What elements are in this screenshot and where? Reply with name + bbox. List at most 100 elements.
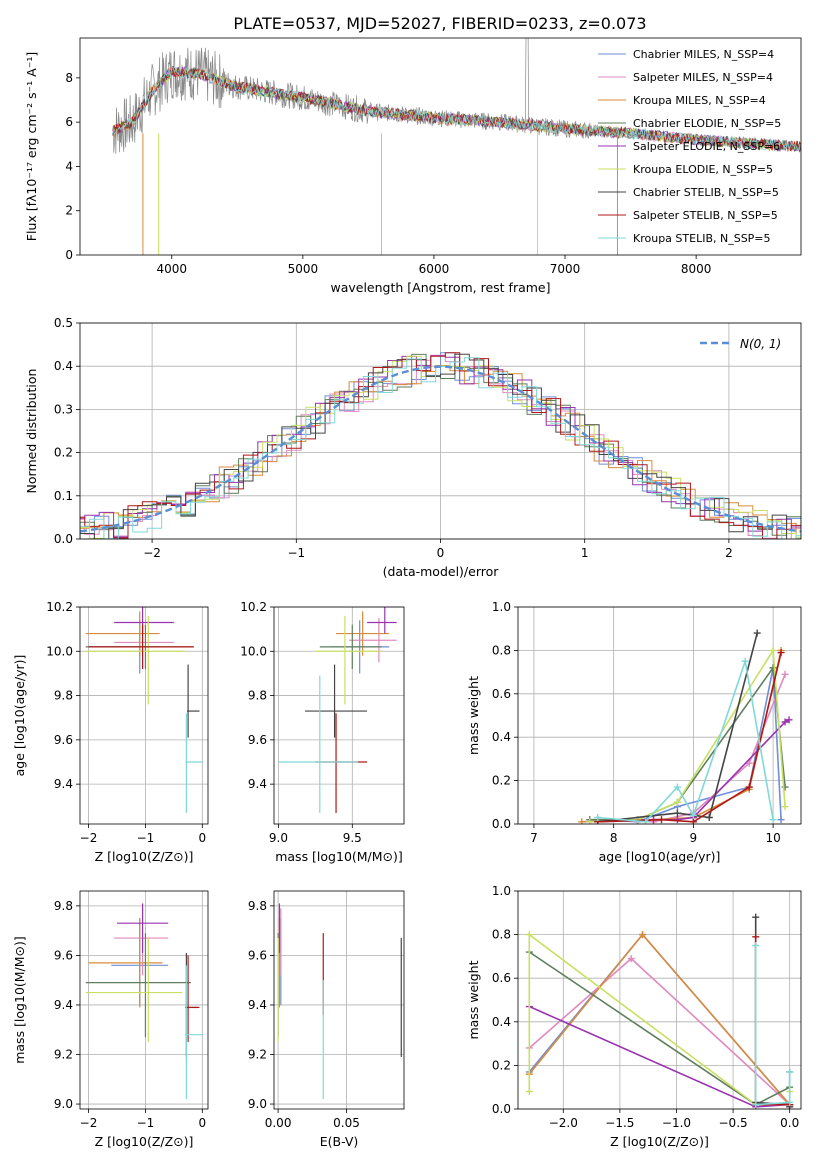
weight-marker	[781, 670, 789, 678]
y-tick-label: 0.6	[492, 971, 511, 985]
weight-vs-Z-plot	[525, 913, 794, 1109]
histogram-k-stelib	[80, 357, 801, 539]
weight-marker	[689, 818, 697, 824]
y-tick-label: 0.1	[54, 489, 73, 503]
y-tick-label: 0.8	[492, 928, 511, 942]
y-tick-label: 0.6	[492, 687, 511, 701]
weight-marker	[752, 913, 760, 921]
weight-marker	[673, 783, 681, 791]
legend-label: Kroupa MILES, N_SSP=4	[633, 94, 766, 107]
y-tick-label: 10.2	[240, 600, 267, 614]
y-tick-label: 0.5	[54, 316, 73, 330]
y-tick-label: 0.0	[492, 817, 511, 831]
weight-line-c-elodie	[528, 951, 791, 1106]
weight-marker	[777, 816, 785, 824]
y-tick-label: 9.8	[54, 689, 73, 703]
x-axis-label: Z [log10(Z/Z⊙)]	[610, 1134, 709, 1149]
weight-marker	[657, 816, 665, 824]
y-axis-label: age [log10(age/yr)]	[12, 655, 27, 777]
y-tick-label: 0.2	[492, 774, 511, 788]
weight-marker	[594, 813, 602, 821]
y-tick-label: 4	[65, 159, 73, 173]
x-tick-label: 5000	[288, 262, 319, 276]
normal-curve	[80, 365, 801, 533]
weight-line-c-miles	[597, 667, 782, 823]
y-tick-label: 10.0	[240, 644, 267, 658]
y-tick-label: 0.2	[492, 1058, 511, 1072]
y-tick-label: 0.2	[54, 446, 73, 460]
weight-marker	[689, 811, 697, 819]
weight-marker	[586, 818, 594, 824]
weight-marker	[642, 818, 650, 824]
y-axis-label: mass [log10(M/M⊙)]	[12, 936, 27, 1064]
y-axis-label: mass weight	[466, 676, 481, 755]
y-tick-label: 9.4	[248, 777, 267, 791]
weight-marker	[769, 664, 777, 672]
spectrum-plot	[112, 38, 801, 255]
legend-label: Chabrier ELODIE, N_SSP=5	[633, 117, 781, 130]
age-vs-Z-plot	[85, 607, 204, 813]
y-tick-label: 9.6	[248, 948, 267, 962]
legend-label: Salpeter ELODIE, N_SSP=6	[633, 140, 780, 153]
y-tick-label: 8	[65, 71, 73, 85]
weight-marker	[752, 933, 760, 941]
axes-frame	[273, 606, 405, 825]
x-tick-label: −1	[287, 546, 305, 560]
weight-marker	[752, 1101, 760, 1109]
histogram-c-stelib	[80, 353, 801, 539]
x-tick-label: −1.0	[662, 1116, 691, 1130]
legend-label: Salpeter STELIB, N_SSP=5	[633, 209, 778, 222]
weight-line-k-elodie	[589, 647, 786, 823]
x-tick-label: 0	[198, 831, 206, 845]
x-tick-label: 7	[530, 831, 538, 845]
axes-frame	[79, 890, 209, 1110]
x-tick-label: −2	[80, 1116, 98, 1130]
y-tick-label: 9.4	[54, 998, 73, 1012]
x-axis-label: age [log10(age/yr)]	[599, 849, 721, 864]
x-axis-label: wavelength [Angstrom, rest frame]	[330, 280, 550, 295]
weight-marker	[785, 716, 793, 724]
x-tick-label: −0.5	[719, 1116, 748, 1130]
y-tick-label: 6	[65, 115, 73, 129]
weight-marker	[525, 1088, 533, 1096]
x-tick-label: 9.5	[343, 831, 362, 845]
x-tick-label: 0.0	[780, 1116, 799, 1130]
y-tick-label: 9.6	[54, 948, 73, 962]
weight-line-k-stelib	[597, 661, 774, 823]
y-tick-label: 9.2	[248, 1048, 267, 1062]
axes-frame	[79, 606, 209, 825]
mass-vs-EBV-plot	[277, 903, 402, 1100]
weight-marker	[781, 803, 789, 811]
weight-marker	[745, 759, 753, 767]
y-tick-label: 2	[65, 204, 73, 218]
weight-marker	[745, 783, 753, 791]
y-tick-label: 0	[65, 248, 73, 262]
y-tick-label: 0.0	[492, 1102, 511, 1116]
x-tick-label: −2	[80, 831, 98, 845]
y-tick-label: 9.4	[54, 777, 73, 791]
y-tick-label: 9.8	[54, 899, 73, 913]
weight-marker	[673, 816, 681, 824]
weight-marker	[781, 783, 789, 791]
y-tick-label: 0.0	[54, 532, 73, 546]
histogram-s-stelib	[80, 352, 801, 539]
weight-marker	[673, 798, 681, 806]
figure-title: PLATE=0537, MJD=52027, FIBERID=0233, z=0…	[233, 14, 646, 33]
x-tick-label: 10	[765, 831, 780, 845]
y-axis-label: Flux [fλ10⁻¹⁷ erg cm⁻² s⁻¹ A⁻¹]	[24, 52, 39, 241]
weight-marker	[639, 931, 647, 939]
x-axis-label: E(B-V)	[320, 1134, 359, 1149]
x-tick-label: 9	[690, 831, 698, 845]
x-tick-label: 0.00	[265, 1116, 292, 1130]
weight-line-k-elodie	[528, 932, 791, 1106]
weight-line-k-miles	[528, 933, 791, 1106]
x-tick-label: 2	[725, 546, 733, 560]
weight-marker	[753, 629, 761, 637]
axes-frame	[517, 890, 802, 1110]
weight-marker	[777, 649, 785, 657]
y-tick-label: 9.4	[248, 998, 267, 1012]
x-tick-label: 0.05	[333, 1116, 360, 1130]
x-tick-label: 6000	[419, 262, 450, 276]
x-tick-label: 8	[610, 831, 618, 845]
x-axis-label: mass [log10(M/M⊙)]	[275, 849, 403, 864]
